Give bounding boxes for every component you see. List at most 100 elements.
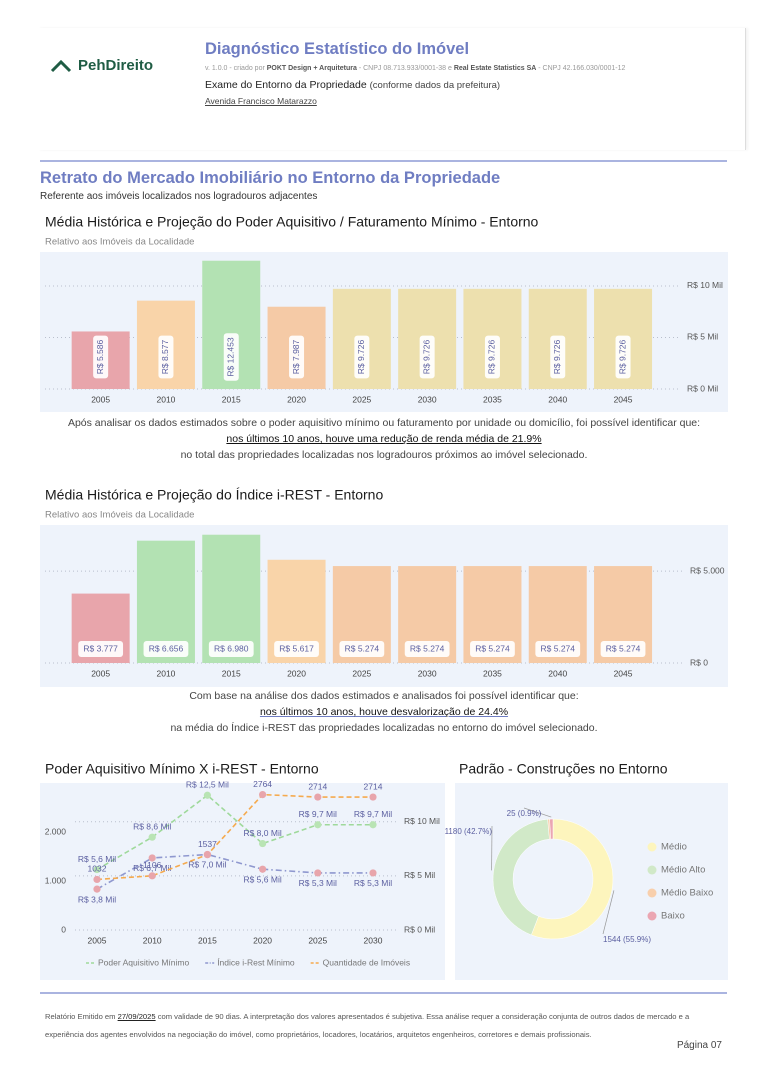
value-label-box: [339, 641, 385, 657]
chart-title: Poder Aquisitivo Mínimo X i-REST - Entor…: [45, 761, 319, 777]
analysis-note: Com base na análise dos dados estimados …: [40, 688, 728, 736]
report-title: Diagnóstico Estatístico do Imóvel: [205, 40, 470, 58]
x-tick-label: 2030: [418, 668, 437, 678]
series-point: [314, 821, 322, 829]
y2-tick-label: R$ 0 Mil: [404, 924, 435, 934]
donut-slice: [531, 818, 614, 940]
x-tick-label: 2025: [308, 935, 327, 945]
data-label: R$ 6,7 Mil: [133, 863, 171, 873]
chart-title: Padrão - Construções no Entorno: [459, 761, 668, 777]
series-point: [148, 833, 156, 841]
y-tick-label: R$ 0 Mil: [687, 383, 718, 393]
y-tick-label: R$ 5.000: [690, 565, 725, 575]
x-tick-label: 2015: [222, 394, 241, 404]
logo: PehDireito: [50, 57, 153, 74]
footer-text: Relatório Emitido em 27/09/2025 com vali…: [45, 1008, 725, 1044]
value-label: R$ 3.777: [83, 643, 118, 653]
exam-line: Exame do Entorno da Propriedade (conform…: [205, 79, 500, 91]
data-label: 25 (0.9%): [507, 809, 542, 818]
x-tick-label: 2020: [253, 935, 272, 945]
value-label-box: [419, 335, 435, 379]
plot-background: [40, 783, 445, 980]
x-tick-label: 2010: [156, 394, 175, 404]
data-label: 1180 (42.7%): [445, 827, 493, 836]
value-label: R$ 7.987: [291, 339, 301, 374]
x-tick-label: 2035: [483, 394, 502, 404]
value-label-box: [274, 641, 319, 657]
note-line: Com base na análise dos dados estimados …: [189, 690, 579, 702]
leader-line: [523, 807, 552, 818]
value-label-box: [404, 641, 450, 657]
x-tick-label: 2025: [352, 394, 371, 404]
value-label: R$ 5.617: [279, 643, 314, 653]
legend-swatch: [647, 842, 657, 852]
footer-date: 27/09/2025: [117, 1012, 156, 1021]
data-label: R$ 5,3 Mil: [354, 878, 392, 888]
data-label: R$ 8,0 Mil: [243, 828, 281, 838]
value-label-box: [78, 641, 124, 657]
value-label-box: [600, 641, 646, 657]
meta-text: v. 1.0.0 - criado por: [205, 65, 267, 72]
y-tick-label: 1.000: [45, 875, 67, 885]
series-point: [93, 885, 101, 893]
data-label: 2714: [364, 781, 383, 791]
exam-note: (conforme dados da prefeitura): [369, 80, 501, 91]
legend-swatch: [647, 888, 657, 898]
legend-label: Quantidade de Imóveis: [323, 957, 410, 967]
x-tick-label: 2020: [287, 394, 306, 404]
data-label: 1106: [143, 860, 162, 870]
note-highlight-text: nos últimos 10 anos, houve uma redução d…: [226, 433, 542, 445]
note-highlight: nos últimos 10 anos, houve uma redução d…: [40, 431, 728, 447]
legend-label: Baixo: [661, 911, 685, 922]
y2-tick-label: R$ 10 Mil: [404, 816, 440, 826]
series-point: [259, 839, 267, 848]
value-label: R$ 9.726: [356, 339, 366, 374]
series-line: [96, 794, 373, 871]
section-rule: [40, 160, 727, 162]
x-tick-label: 2045: [614, 394, 633, 404]
data-label: R$ 9,7 Mil: [354, 809, 392, 819]
data-label: R$ 3,8 Mil: [78, 894, 116, 904]
footer-before: Relatório Emitido em: [45, 1012, 118, 1021]
x-tick-label: 2040: [548, 394, 567, 404]
x-tick-label: 2040: [548, 668, 567, 678]
data-label: 2764: [253, 779, 272, 789]
legend-swatch: [647, 911, 657, 921]
data-label: R$ 8,6 Mil: [133, 821, 171, 831]
value-label-box: [223, 333, 239, 381]
value-label-box: [484, 335, 500, 379]
y-tick-label: R$ 0: [690, 657, 708, 667]
analysis-note: Após analisar os dados estimados sobre o…: [40, 415, 728, 463]
value-label: R$ 9.726: [487, 339, 497, 374]
value-label-box: [93, 335, 109, 379]
exam-title: Exame do Entorno da Propriedade: [205, 79, 367, 91]
chart-subtitle: Relativo aos Imóveis da Localidade: [45, 510, 194, 521]
series-point: [369, 869, 377, 877]
meta-text: - CNPJ 08.713.933/0001-38 e: [356, 65, 454, 72]
logo-icon: [50, 59, 72, 72]
donut-slice: [549, 818, 554, 840]
series-point: [93, 875, 101, 884]
series-line: [96, 793, 373, 881]
legend-label: Médio Baixo: [661, 888, 713, 899]
series-point: [314, 793, 322, 801]
value-label-box: [535, 641, 581, 657]
logo-text: PehDireito: [78, 57, 154, 74]
chart-title: Média Histórica e Projeção do Poder Aqui…: [45, 214, 539, 230]
y-tick-label: 0: [61, 924, 66, 934]
value-label-box: [289, 335, 305, 379]
legend-label: Médio: [661, 842, 687, 853]
data-label: R$ 7,0 Mil: [188, 860, 226, 870]
value-label: R$ 9.726: [552, 339, 562, 374]
y-tick-label: R$ 5 Mil: [687, 332, 718, 342]
x-tick-label: 2005: [88, 935, 107, 945]
series-point: [93, 865, 101, 874]
value-label-box: [550, 335, 566, 379]
value-label: R$ 5.274: [410, 643, 445, 653]
series-point: [369, 821, 377, 829]
data-label: 1544 (55.9%): [603, 935, 651, 944]
value-label: R$ 9.726: [421, 339, 431, 374]
note-line: no total das propriedades localizadas no…: [180, 449, 588, 461]
